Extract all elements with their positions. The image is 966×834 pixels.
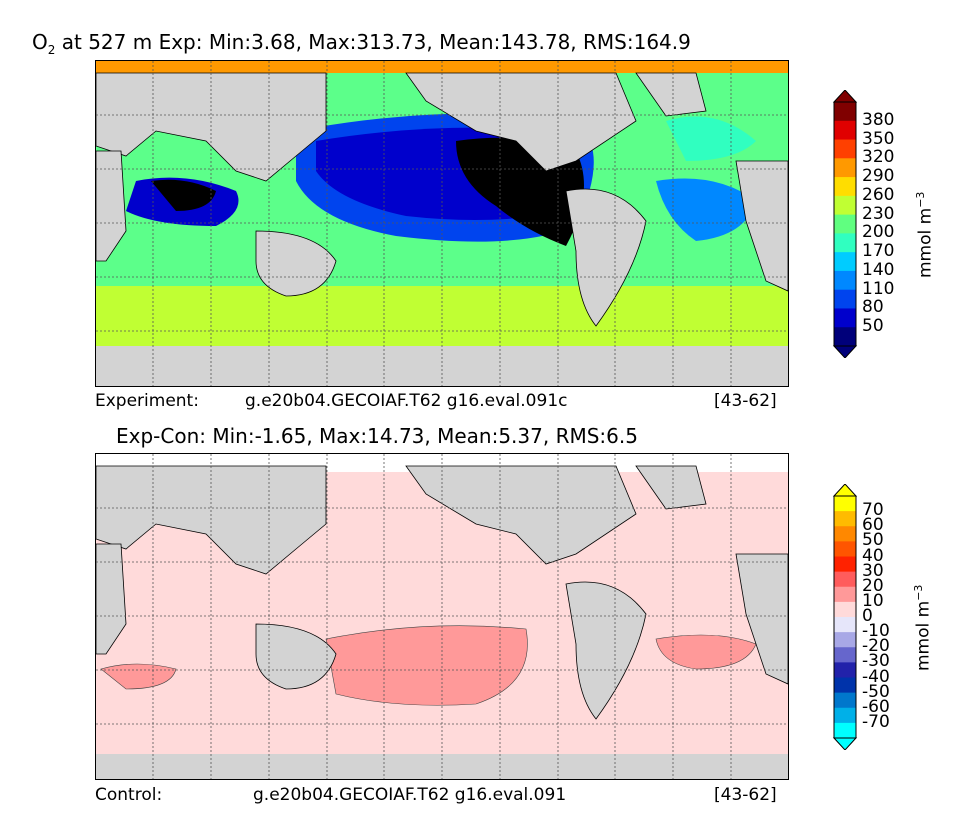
colorbar-tick-label: 40 [862,545,884,566]
colorbar-segment [834,541,856,557]
africa-west [96,543,127,655]
top-colorbar-label: mmol m−3 [914,191,936,278]
north-america [405,465,637,565]
colorbar-segment [834,677,856,694]
colorbar-segment [834,195,856,216]
colorbar-tick-label: 140 [862,259,895,280]
bottom-caption-right: [43-62] [714,785,777,805]
colorbar-segment [834,158,856,178]
colorbar-tick-label: 170 [862,241,895,262]
colorbar-segment [834,647,856,663]
colorbar-segment [834,496,856,512]
colorbar-extend-min [832,345,858,358]
bottom-map-title: Exp-Con: Min:-1.65, Max:14.73, Mean:5.37… [116,424,638,448]
africa [735,160,788,292]
colorbar-extend-max [832,90,858,103]
colorbar-segment [834,617,856,633]
bottom-map-panel [95,453,789,780]
colorbar-segment [834,662,856,678]
colorbar-tick-label: 260 [862,184,895,205]
colorbar-segment [834,601,856,618]
colorbar-segment [834,102,856,122]
top-caption-left: Experiment: [95,391,199,411]
colorbar-segment [834,139,856,159]
colorbar-tick-label: 380 [862,109,895,130]
bottom-caption-left: Control: [95,785,163,805]
colorbar-extend-max [832,484,858,497]
greenland [635,465,707,510]
colorbar-tick-label: 80 [862,297,884,318]
colorbar-frame [833,495,857,739]
top-caption-mid: g.e20b04.GECOIAF.T62 g16.eval.091c [245,391,568,411]
colorbar-segment [834,327,856,347]
colorbar-tick-label: -10 [862,621,890,642]
colorbar-segment [834,586,856,603]
colorbar-segment [834,511,856,527]
colorbar-segment [834,308,856,328]
colorbar-tick-label: -50 [862,681,890,702]
colorbar-segment [834,632,856,648]
colorbar-tick-label: 50 [862,316,884,337]
colorbar-segment [834,526,856,542]
colorbar-tick-label: 30 [862,560,884,581]
colorbar-tick-label: -20 [862,636,890,657]
colorbar-segment [834,177,856,197]
colorbar-tick-label: 10 [862,590,884,611]
colorbar-tick-label: 60 [862,515,884,536]
colorbar-segment [834,692,856,709]
colorbar-tick-label: 20 [862,575,884,596]
colorbar-segment [834,120,856,141]
bottom-map-plot [96,454,788,779]
colorbar-frame [833,101,857,347]
colorbar-tick-label: -70 [862,711,890,732]
greenland [635,72,707,117]
colorbar-segment [834,289,856,309]
colorbar-tick-label: 230 [862,203,895,224]
colorbar-segment [834,214,856,234]
gridlines [96,61,788,386]
top-map-panel [95,60,789,387]
bottom-colorbar-label: mmol m−3 [912,584,934,671]
colorbar-segment [834,707,856,724]
colorbar-segment [834,556,856,573]
top-map-plot [96,61,788,386]
colorbar-tick-label: 200 [862,222,895,243]
colorbar-segment [834,252,856,272]
colorbar-tick-label: -40 [862,666,890,687]
colorbar-tick-label: 0 [862,606,873,626]
colorbar-segment [834,722,856,739]
colorbar-tick-label: 70 [862,500,884,521]
bottom-caption-mid: g.e20b04.GECOIAF.T62 g16.eval.091 [253,785,567,805]
colorbar-tick-label: -60 [862,696,890,717]
colorbar-segment [834,270,856,291]
gridlines [96,454,788,779]
colorbar-tick-label: 350 [862,128,895,149]
top-caption-right: [43-62] [714,391,777,411]
colorbar-tick-label: 50 [862,530,884,551]
colorbar-tick-label: 290 [862,166,895,187]
indian-omz-core [151,179,216,211]
africa [735,553,788,685]
colorbar-extend-min [832,737,858,750]
colorbar-tick-label: 320 [862,147,895,168]
bottom-colorbar [832,484,858,750]
africa-west [96,150,127,262]
top-colorbar [832,90,858,358]
north-america [405,72,637,172]
colorbar-tick-label: -30 [862,651,890,672]
colorbar-segment [834,233,856,253]
top-map-title: O2 at 527 m Exp: Min:3.68, Max:313.73, M… [32,30,691,57]
australia [255,230,337,297]
colorbar-tick-label: 110 [862,278,895,299]
pacific-anomaly [325,625,528,706]
colorbar-segment [834,571,856,588]
australia [255,623,337,690]
north-atlantic [666,116,756,161]
